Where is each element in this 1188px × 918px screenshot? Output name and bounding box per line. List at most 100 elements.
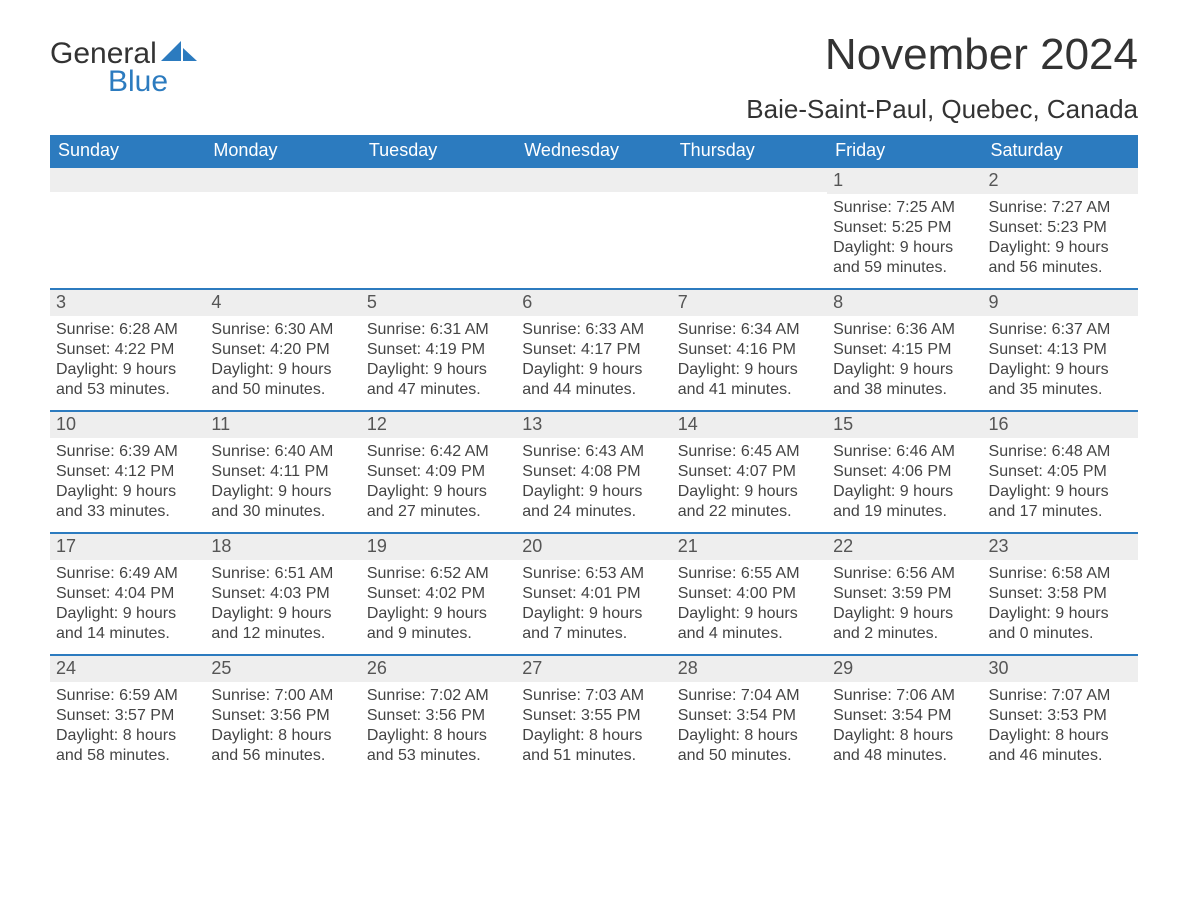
day-sunrise: Sunrise: 6:46 AM [833, 442, 976, 462]
day-sunset: Sunset: 4:19 PM [367, 340, 510, 360]
day-sunset: Sunset: 3:57 PM [56, 706, 199, 726]
day-body: Sunrise: 6:43 AMSunset: 4:08 PMDaylight:… [516, 438, 671, 530]
day-sunrise: Sunrise: 7:06 AM [833, 686, 976, 706]
day-daylight2: and 22 minutes. [678, 502, 821, 522]
day-body: Sunrise: 6:28 AMSunset: 4:22 PMDaylight:… [50, 316, 205, 408]
day-cell: 29Sunrise: 7:06 AMSunset: 3:54 PMDayligh… [827, 654, 982, 776]
logo: General Blue [50, 30, 199, 97]
day-daylight2: and 12 minutes. [211, 624, 354, 644]
day-body: Sunrise: 6:34 AMSunset: 4:16 PMDaylight:… [672, 316, 827, 408]
day-sunset: Sunset: 4:20 PM [211, 340, 354, 360]
day-sunset: Sunset: 3:59 PM [833, 584, 976, 604]
day-daylight1: Daylight: 9 hours [678, 482, 821, 502]
day-cell: 16Sunrise: 6:48 AMSunset: 4:05 PMDayligh… [983, 410, 1138, 532]
day-sunset: Sunset: 3:58 PM [989, 584, 1132, 604]
week-row: 24Sunrise: 6:59 AMSunset: 3:57 PMDayligh… [50, 654, 1138, 776]
day-cell: 21Sunrise: 6:55 AMSunset: 4:00 PMDayligh… [672, 532, 827, 654]
weekday-header: Sunday [50, 135, 205, 166]
day-body: Sunrise: 6:58 AMSunset: 3:58 PMDaylight:… [983, 560, 1138, 652]
day-daylight1: Daylight: 9 hours [678, 360, 821, 380]
day-daylight1: Daylight: 8 hours [56, 726, 199, 746]
day-daylight2: and 58 minutes. [56, 746, 199, 766]
day-daylight2: and 59 minutes. [833, 258, 976, 278]
day-daylight1: Daylight: 9 hours [833, 238, 976, 258]
day-number: 25 [205, 654, 360, 682]
day-number: 26 [361, 654, 516, 682]
day-daylight2: and 50 minutes. [678, 746, 821, 766]
day-sunset: Sunset: 4:22 PM [56, 340, 199, 360]
day-number: 9 [983, 288, 1138, 316]
day-daylight2: and 46 minutes. [989, 746, 1132, 766]
day-number: 5 [361, 288, 516, 316]
day-number [205, 166, 360, 192]
day-cell [205, 166, 360, 288]
day-body: Sunrise: 6:48 AMSunset: 4:05 PMDaylight:… [983, 438, 1138, 530]
day-daylight2: and 9 minutes. [367, 624, 510, 644]
day-number: 18 [205, 532, 360, 560]
day-sunset: Sunset: 4:16 PM [678, 340, 821, 360]
weekday-header: Wednesday [516, 135, 671, 166]
day-number: 11 [205, 410, 360, 438]
day-daylight2: and 47 minutes. [367, 380, 510, 400]
day-daylight2: and 35 minutes. [989, 380, 1132, 400]
day-daylight1: Daylight: 9 hours [833, 482, 976, 502]
day-cell [672, 166, 827, 288]
day-number: 12 [361, 410, 516, 438]
day-cell: 7Sunrise: 6:34 AMSunset: 4:16 PMDaylight… [672, 288, 827, 410]
day-cell: 14Sunrise: 6:45 AMSunset: 4:07 PMDayligh… [672, 410, 827, 532]
day-number [672, 166, 827, 192]
day-body: Sunrise: 6:51 AMSunset: 4:03 PMDaylight:… [205, 560, 360, 652]
day-daylight1: Daylight: 9 hours [367, 482, 510, 502]
day-daylight2: and 7 minutes. [522, 624, 665, 644]
day-sunset: Sunset: 3:56 PM [367, 706, 510, 726]
day-sunrise: Sunrise: 6:33 AM [522, 320, 665, 340]
day-body: Sunrise: 7:25 AMSunset: 5:25 PMDaylight:… [827, 194, 982, 286]
day-sunset: Sunset: 3:56 PM [211, 706, 354, 726]
day-body: Sunrise: 6:56 AMSunset: 3:59 PMDaylight:… [827, 560, 982, 652]
day-body: Sunrise: 6:52 AMSunset: 4:02 PMDaylight:… [361, 560, 516, 652]
day-daylight1: Daylight: 8 hours [989, 726, 1132, 746]
day-daylight2: and 17 minutes. [989, 502, 1132, 522]
day-number: 3 [50, 288, 205, 316]
day-sunrise: Sunrise: 7:25 AM [833, 198, 976, 218]
day-sunrise: Sunrise: 6:56 AM [833, 564, 976, 584]
day-body: Sunrise: 7:03 AMSunset: 3:55 PMDaylight:… [516, 682, 671, 774]
day-cell: 18Sunrise: 6:51 AMSunset: 4:03 PMDayligh… [205, 532, 360, 654]
day-cell: 24 Sunrise: 6:59 AMSunset: 3:57 PMDayligh… [50, 654, 205, 776]
day-cell: 10Sunrise: 6:39 AMSunset: 4:12 PMDayligh… [50, 410, 205, 532]
weekday-header: Saturday [983, 135, 1138, 166]
day-daylight2: and 56 minutes. [211, 746, 354, 766]
day-sunset: Sunset: 5:25 PM [833, 218, 976, 238]
day-cell [50, 166, 205, 288]
day-sunset: Sunset: 4:04 PM [56, 584, 199, 604]
day-daylight2: and 0 minutes. [989, 624, 1132, 644]
day-daylight2: and 33 minutes. [56, 502, 199, 522]
day-cell [361, 166, 516, 288]
day-number: 24 [50, 654, 205, 682]
day-sunrise: Sunrise: 6:59 AM [56, 686, 199, 706]
day-daylight1: Daylight: 9 hours [989, 604, 1132, 624]
day-cell: 20Sunrise: 6:53 AMSunset: 4:01 PMDayligh… [516, 532, 671, 654]
day-daylight1: Daylight: 9 hours [56, 482, 199, 502]
day-sunset: Sunset: 4:07 PM [678, 462, 821, 482]
day-number [50, 166, 205, 192]
day-sunset: Sunset: 4:01 PM [522, 584, 665, 604]
day-body: Sunrise: 6:31 AMSunset: 4:19 PMDaylight:… [361, 316, 516, 408]
day-sunset: Sunset: 4:05 PM [989, 462, 1132, 482]
day-number: 22 [827, 532, 982, 560]
day-number: 13 [516, 410, 671, 438]
day-sunrise: Sunrise: 6:30 AM [211, 320, 354, 340]
day-cell: 17Sunrise: 6:49 AMSunset: 4:04 PMDayligh… [50, 532, 205, 654]
day-body: Sunrise: 6:45 AMSunset: 4:07 PMDaylight:… [672, 438, 827, 530]
day-number: 23 [983, 532, 1138, 560]
day-cell [516, 166, 671, 288]
day-cell: 11Sunrise: 6:40 AMSunset: 4:11 PMDayligh… [205, 410, 360, 532]
day-daylight2: and 50 minutes. [211, 380, 354, 400]
day-cell: 12Sunrise: 6:42 AMSunset: 4:09 PMDayligh… [361, 410, 516, 532]
day-number [361, 166, 516, 192]
day-cell: 2Sunrise: 7:27 AMSunset: 5:23 PMDaylight… [983, 166, 1138, 288]
day-number: 2 [983, 166, 1138, 194]
day-cell: 5Sunrise: 6:31 AMSunset: 4:19 PMDaylight… [361, 288, 516, 410]
day-number: 15 [827, 410, 982, 438]
day-sunrise: Sunrise: 7:00 AM [211, 686, 354, 706]
